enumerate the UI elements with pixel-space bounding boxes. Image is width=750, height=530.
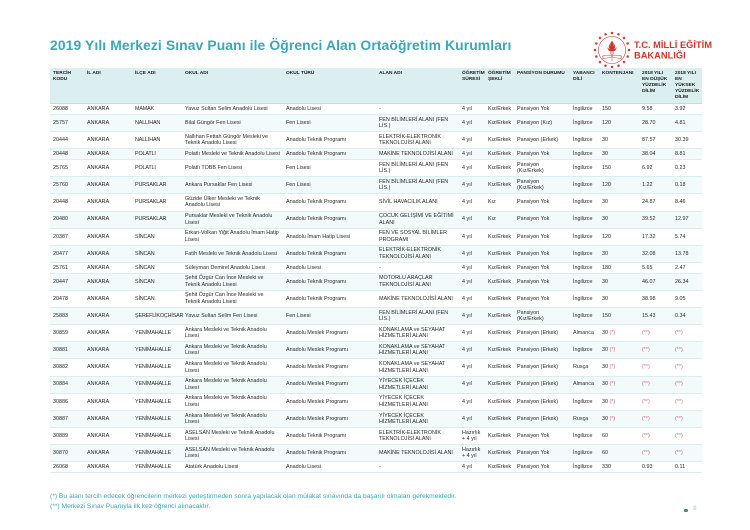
- svg-text:T.C. MİLLİ EĞİTİM: T.C. MİLLİ EĞİTİM: [634, 39, 712, 50]
- svg-text:BAKANLIĞI: BAKANLIĞI: [634, 49, 686, 60]
